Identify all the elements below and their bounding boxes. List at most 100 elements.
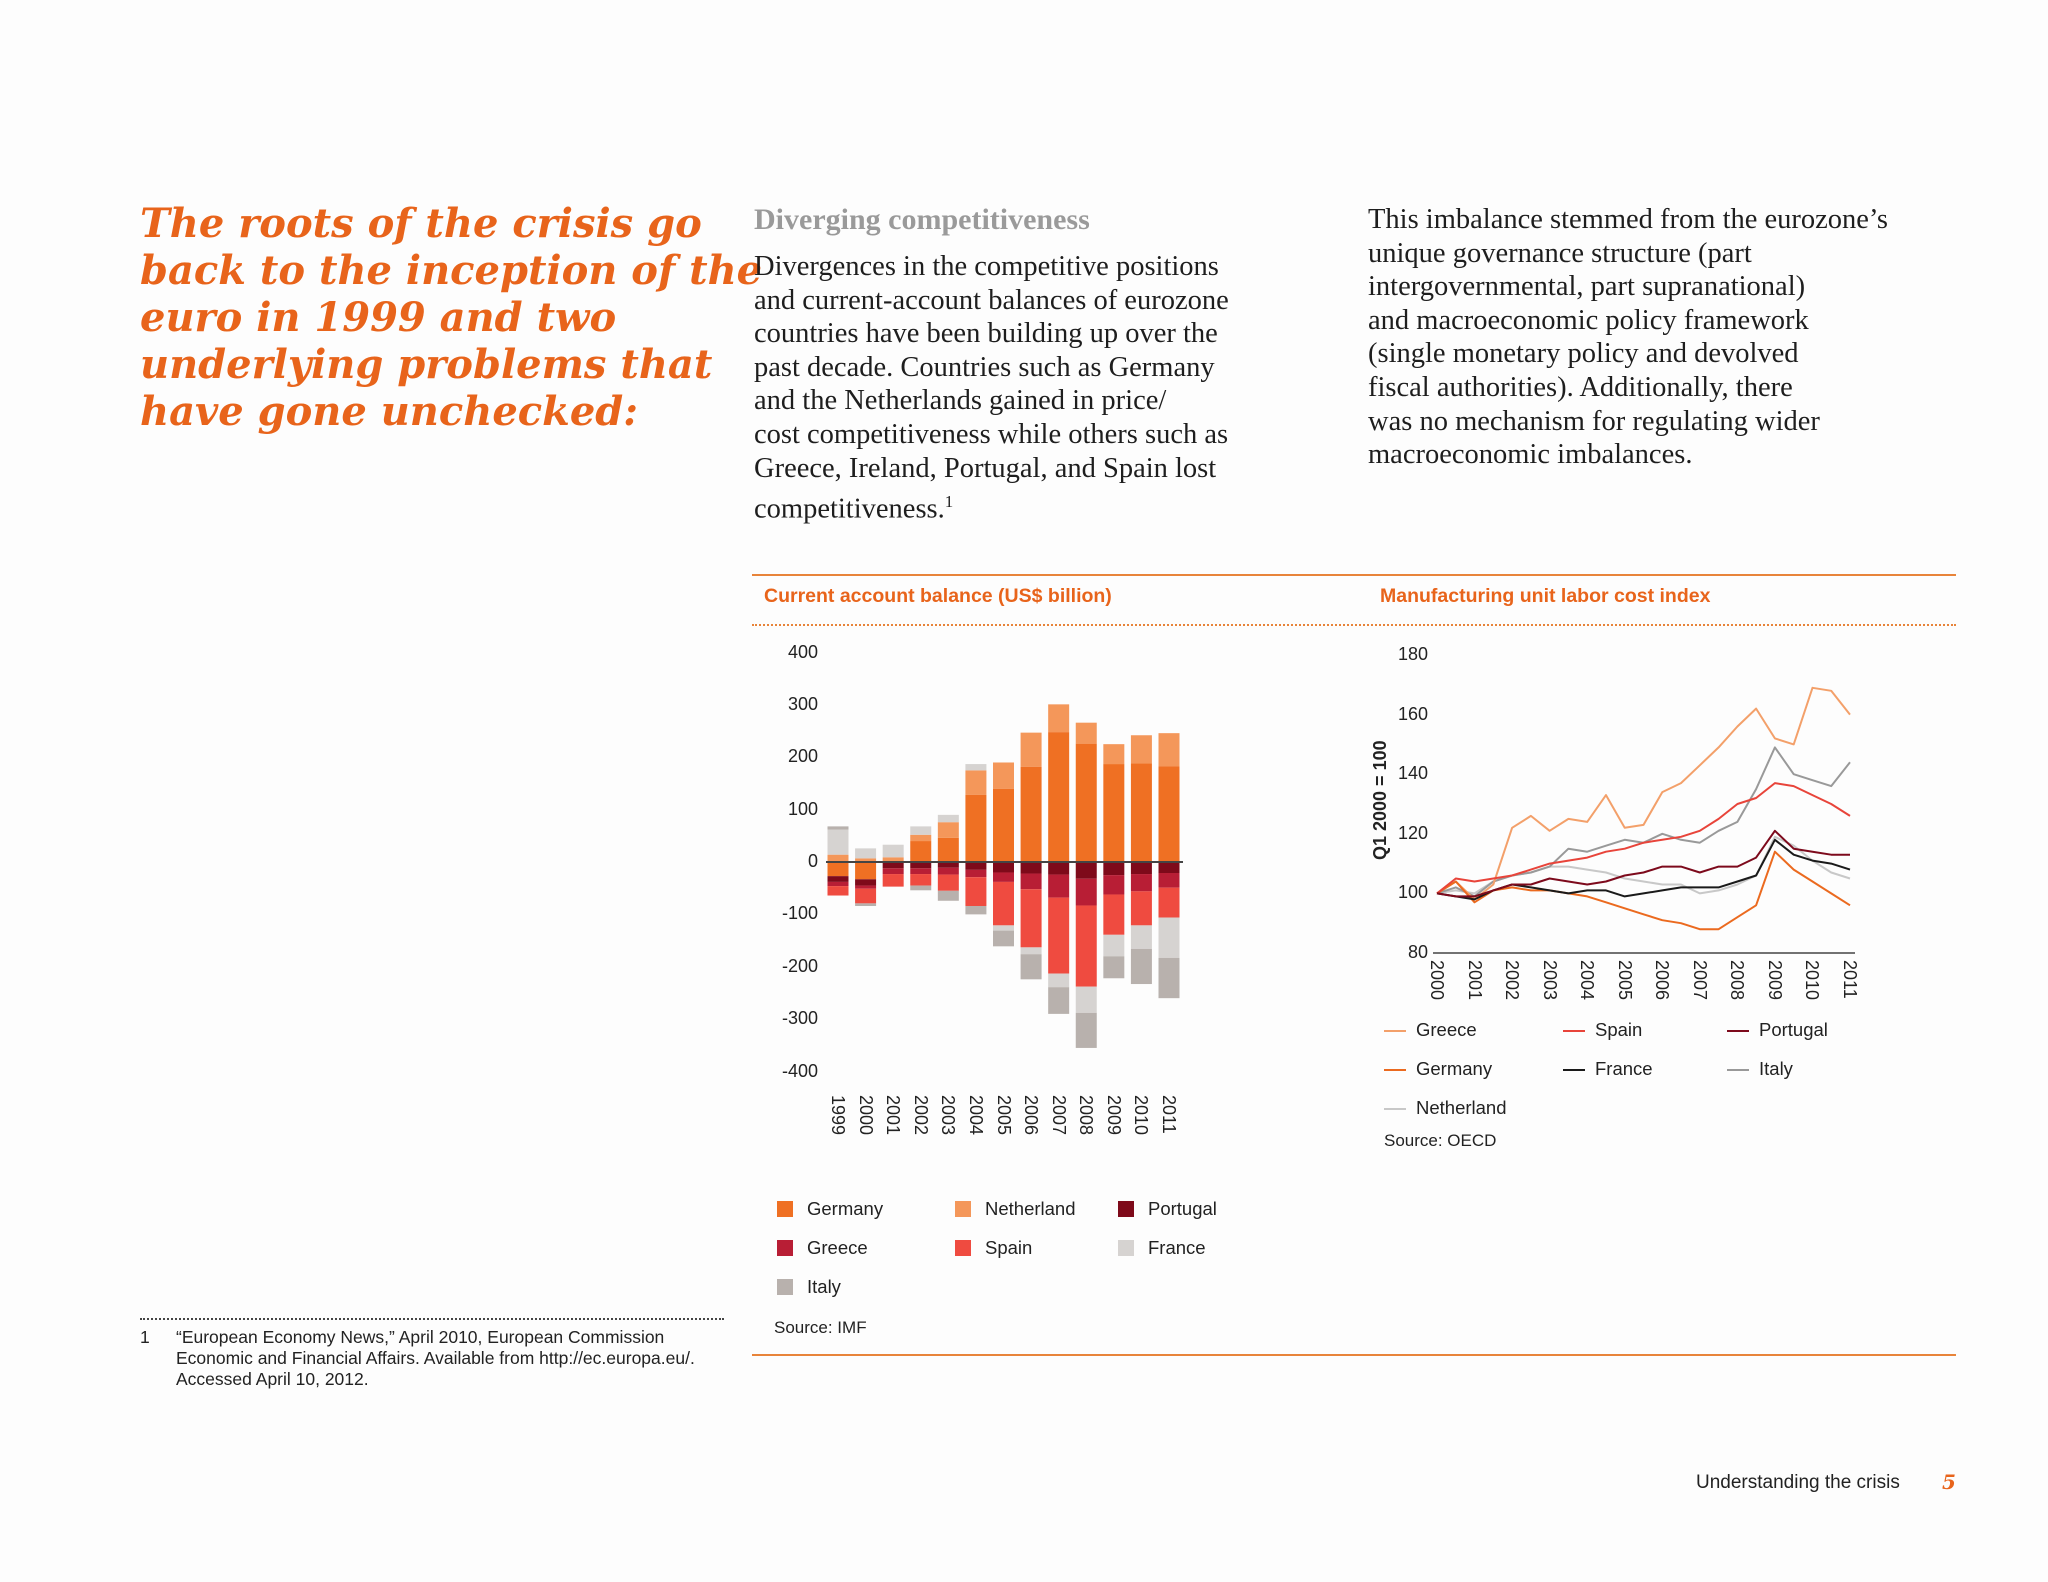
legend-label-italy: Italy xyxy=(807,1276,841,1297)
x-tick-label: 2011 xyxy=(1840,960,1860,999)
legend-label-netherland: Netherland xyxy=(985,1198,1076,1219)
bar-segment-spain-2000 xyxy=(855,888,877,904)
series-line-greece xyxy=(1436,686,1851,901)
bar-segment-spain-1999 xyxy=(827,886,849,896)
x-tick-label: 2007 xyxy=(1689,960,1710,1001)
legend-label-greece: Greece xyxy=(1416,1019,1477,1040)
x-tick-label: 2000 xyxy=(1427,960,1447,1001)
y-tick-label: 0 xyxy=(807,851,818,871)
legend-label-germany: Germany xyxy=(1416,1058,1493,1079)
legend-swatch-germany xyxy=(777,1201,793,1217)
legend-swatch-greece xyxy=(777,1240,793,1256)
text-line: countries have been building up over the xyxy=(754,318,1218,350)
y-tick-label: 100 xyxy=(787,798,818,819)
legend-label-portugal: Portugal xyxy=(1148,1198,1217,1219)
y-tick-label: -100 xyxy=(781,903,818,924)
bar-segment-france-2003 xyxy=(937,814,959,823)
series-line-netherland xyxy=(1436,835,1851,895)
bar-segment-italy-2003 xyxy=(937,890,959,901)
x-tick-label: 2006 xyxy=(1021,1095,1042,1136)
text-line: was no mechanism for regulating wider xyxy=(1368,405,1820,437)
x-tick-label: 2009 xyxy=(1764,960,1785,1001)
bar-segment-spain-2003 xyxy=(937,874,959,891)
bar-segment-france-2007 xyxy=(1048,973,1070,988)
bar-segment-netherland-2007 xyxy=(1048,704,1070,733)
y-tick-label: -300 xyxy=(781,1008,818,1029)
bar-segment-netherland-1999 xyxy=(827,854,849,862)
headline-line: underlying problems that xyxy=(140,341,713,388)
legend-swatch-italy xyxy=(1727,1069,1749,1071)
footnote-line: Accessed April 10, 2012. xyxy=(176,1369,369,1389)
bar-segment-netherland-2000 xyxy=(855,858,877,862)
text-line: This imbalance stemmed from the eurozone… xyxy=(1368,204,1888,235)
y-tick-label: 300 xyxy=(787,693,818,714)
bar-segment-greece-2010 xyxy=(1130,874,1152,892)
bar-segment-portugal-1999 xyxy=(827,876,849,882)
bar-segment-greece-2000 xyxy=(855,885,877,889)
x-tick-label: 1999 xyxy=(828,1095,848,1136)
text-line: (single monetary policy and devolved xyxy=(1368,338,1799,370)
bar-segment-spain-2008 xyxy=(1075,905,1097,987)
legend-swatch-spain xyxy=(955,1240,971,1256)
bar-segment-greece-1999 xyxy=(827,881,849,887)
bar-segment-spain-2010 xyxy=(1130,891,1152,926)
y-tick-label: 80 xyxy=(1407,942,1428,962)
text-line: and current-account balances of eurozone xyxy=(754,284,1229,316)
bar-segment-italy-2002 xyxy=(910,885,932,891)
bar-segment-spain-2006 xyxy=(1020,889,1042,948)
bar-segment-netherland-2006 xyxy=(1020,732,1042,767)
y-tick-label: 180 xyxy=(1397,644,1428,664)
chart-bottom-rule xyxy=(752,1354,1956,1356)
bar-segment-germany-2009 xyxy=(1103,764,1125,862)
bar-segment-spain-2002 xyxy=(910,874,932,886)
bar-segment-portugal-2002 xyxy=(910,862,932,869)
footer-section: Understanding the crisis xyxy=(1696,1472,1900,1493)
bar-segment-germany-2004 xyxy=(965,794,987,862)
x-tick-label: 2010 xyxy=(1131,1095,1152,1136)
bar-segment-germany-2008 xyxy=(1075,743,1097,862)
bar-segment-germany-2010 xyxy=(1130,763,1152,862)
bar-segment-france-2001 xyxy=(882,844,904,858)
series-line-france xyxy=(1436,838,1851,901)
bar-segment-germany-2007 xyxy=(1048,732,1070,862)
bar-segment-greece-2008 xyxy=(1075,878,1097,906)
text-line: and the Netherlands gained in price/ xyxy=(754,385,1167,417)
bar-segment-germany-2005 xyxy=(993,788,1014,862)
bar-segment-portugal-2011 xyxy=(1158,862,1180,873)
text-line: cost competitiveness while others such a… xyxy=(754,418,1229,450)
series-line-portugal xyxy=(1436,829,1850,898)
x-tick-label: 2002 xyxy=(910,1095,931,1136)
series-line-spain xyxy=(1436,782,1851,895)
bar-segment-greece-2006 xyxy=(1020,873,1042,890)
bar-segment-france-2009 xyxy=(1103,934,1125,957)
footnote-line: “European Economy News,” April 2010, Eur… xyxy=(176,1327,665,1347)
x-tick-label: 2004 xyxy=(1577,960,1598,1001)
x-tick-label: 2010 xyxy=(1802,960,1823,1001)
y-tick-label: 200 xyxy=(787,746,818,767)
x-tick-label: 2004 xyxy=(965,1095,986,1136)
legend-label-greece: Greece xyxy=(807,1237,868,1258)
bar-segment-greece-2003 xyxy=(937,867,959,875)
x-tick-label: 2002 xyxy=(1502,960,1523,1001)
bar-segment-spain-2004 xyxy=(965,877,987,906)
legend-swatch-spain xyxy=(1563,1030,1585,1032)
bar-segment-italy-2006 xyxy=(1020,954,1042,980)
legend-label-italy: Italy xyxy=(1759,1058,1793,1079)
bar-segment-italy-2010 xyxy=(1130,948,1152,985)
bar-segment-netherland-2011 xyxy=(1158,733,1180,767)
bar-segment-italy-2009 xyxy=(1103,956,1125,979)
series-line-germany xyxy=(1436,850,1851,931)
text-line: Greece, Ireland, Portugal, and Spain los… xyxy=(754,452,1217,484)
legend-swatch-portugal xyxy=(1727,1030,1749,1032)
bar-segment-portugal-2009 xyxy=(1103,862,1125,876)
bar-segment-italy-2004 xyxy=(965,905,987,915)
bar-segment-france-2005 xyxy=(993,925,1014,931)
page-number: 5 xyxy=(1942,1470,1956,1494)
footnote-number: 1 xyxy=(140,1327,150,1347)
legend-label-france: France xyxy=(1148,1237,1206,1258)
footnote-ref[interactable]: 1 xyxy=(944,492,954,512)
footnote-divider xyxy=(140,1318,724,1320)
bar-segment-portugal-2000 xyxy=(855,879,877,886)
legend-label-spain: Spain xyxy=(985,1237,1033,1258)
line-chart-title: Manufacturing unit labor cost index xyxy=(1380,585,1711,607)
